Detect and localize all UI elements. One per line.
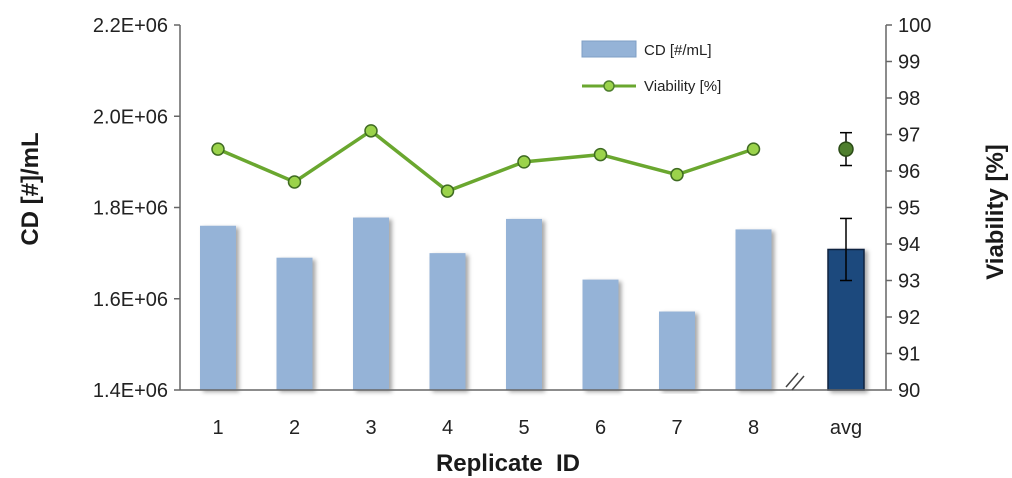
y-right-tick-label: 91 [898,344,920,366]
bar-cd-8 [735,229,772,390]
y-right-tick-label: 93 [898,271,920,293]
y-left-tick-label: 2.2E+06 [93,15,168,37]
y-left-tick-label: 1.4E+06 [93,380,168,402]
x-axis-title: Replicate ID [436,450,580,477]
y-right-tick-label: 96 [898,161,920,183]
bar-cd-3 [353,217,389,390]
y-right-tick-label: 94 [898,234,920,256]
axis-break-mark [785,372,799,388]
bar-cd-2 [276,257,313,390]
point-viability-8 [746,142,761,156]
y-left-tick-label: 1.8E+06 [93,198,168,220]
bar-cd-4 [429,253,466,390]
legend-label-viability: Viability [%] [644,78,721,95]
bar-cd-5 [506,218,542,390]
y-right-tick-label: 100 [898,15,931,37]
y-right-tick-label: 92 [898,307,920,329]
point-viability-3 [364,124,378,138]
x-tick-label: 5 [518,417,529,439]
bar-cd-7 [659,311,695,390]
y-right-tick-label: 99 [898,52,920,74]
point-viability-2 [287,175,302,189]
y-right-tick-label: 90 [898,380,920,402]
bar-cd-1 [200,225,236,390]
point-viability-4 [440,184,455,198]
bar-cd-6 [582,279,619,390]
x-tick-label: 4 [442,417,453,439]
ticks-layer: 1.4E+06 1.6E+06 1.8E+06 2.0E+06 2.2E+06 90 91 9… [93,15,931,439]
point-viability-avg [838,141,854,157]
legend-label-cd: CD [#/mL] [644,42,712,59]
x-tick-label: 3 [365,417,376,439]
x-tick-label: 1 [212,417,223,439]
x-tick-label: 6 [595,417,606,439]
legend-swatch-cd [581,40,637,58]
x-tick-label: 8 [748,417,759,439]
bars-layer [200,217,865,391]
y-right-tick-label: 98 [898,88,920,110]
y-left-tick-label: 1.6E+06 [93,289,168,311]
y-right-tick-label: 95 [898,198,920,220]
point-viability-7 [670,167,684,182]
line-layer [211,124,854,198]
x-tick-label-avg: avg [830,417,862,439]
point-viability-1 [211,142,225,156]
y-right-tick-label: 97 [898,125,920,147]
legend: CD [#/mL] Viability [%] [581,40,721,95]
axis-break-mark [791,375,805,391]
point-viability-6 [593,147,608,162]
point-viability-5 [517,155,531,169]
x-tick-label: 2 [289,417,300,439]
x-tick-label: 7 [671,417,682,439]
y-axis-left-title: CD [#]/mL [17,132,44,245]
legend-swatch-viability-marker [603,80,615,92]
y-axis-right-title: Viability [%] [982,144,1009,280]
y-left-tick-label: 2.0E+06 [93,106,168,128]
series-line-viability [217,129,755,193]
